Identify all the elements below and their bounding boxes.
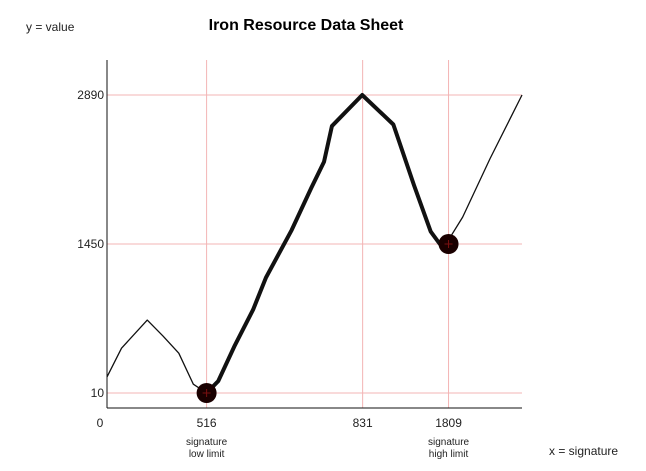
axes bbox=[106, 60, 522, 409]
x-origin-label: 0 bbox=[97, 416, 104, 430]
x-axis-label: x = signature bbox=[549, 444, 618, 458]
chart-title: Iron Resource Data Sheet bbox=[209, 17, 404, 34]
annotation-text: signature low limit bbox=[186, 437, 228, 460]
markers bbox=[196, 234, 459, 403]
annotation-line: signature bbox=[428, 437, 470, 448]
grid bbox=[107, 60, 522, 408]
annotation-line: low limit bbox=[189, 449, 225, 460]
series-line-emphasis bbox=[204, 93, 442, 395]
annotation-line: signature bbox=[186, 437, 228, 448]
x-tick-label: 831 bbox=[353, 416, 373, 430]
x-tick-label: 1809 bbox=[435, 416, 462, 430]
y-tick-label: 2890 bbox=[77, 88, 104, 102]
annotation-line: high limit bbox=[429, 449, 469, 460]
x-tick-label: 516 bbox=[197, 416, 217, 430]
y-tick-label: 1450 bbox=[77, 237, 104, 251]
y-tick-label: 10 bbox=[91, 386, 105, 400]
y-axis-label: y = value bbox=[26, 20, 75, 34]
annotation-text: signature high limit bbox=[428, 437, 470, 460]
ticks: 10 1450 2890 0 516 831 1809 bbox=[77, 88, 462, 430]
